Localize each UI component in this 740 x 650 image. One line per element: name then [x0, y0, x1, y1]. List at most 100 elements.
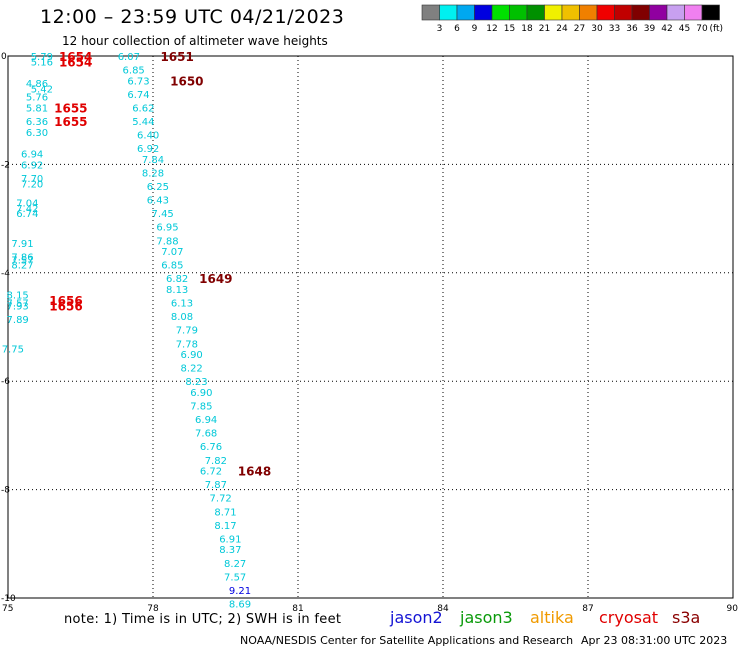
wave-height-point: 6.94: [21, 150, 43, 161]
wave-height-point: 7.84: [142, 155, 164, 166]
credit-text: NOAA/NESDIS Center for Satellite Applica…: [240, 634, 574, 647]
colorbar-swatch: [701, 4, 720, 21]
footer-note: note: 1) Time is in UTC; 2) SWH is in fe…: [64, 612, 342, 627]
x-tick-label: 87: [582, 604, 593, 614]
wave-height-point: 9.21: [229, 586, 251, 597]
pass-time-label: 1655: [54, 101, 87, 115]
wave-height-point: 5.44: [132, 117, 154, 128]
pass-time-label: 1648: [238, 465, 271, 479]
pass-time-label: 1654: [59, 55, 92, 69]
wave-height-point: 7.04: [16, 198, 38, 209]
wave-height-point: 7.68: [195, 429, 217, 440]
wave-height-point: 6.92: [137, 144, 159, 155]
wave-height-point: 8.22: [181, 364, 203, 375]
y-tick-label: -6: [1, 377, 10, 387]
wave-height-point: 8.71: [214, 507, 236, 518]
wave-height-point: 6.62: [132, 103, 154, 114]
wave-height-point: 6.85: [161, 261, 183, 272]
wave-height-point: 8.28: [142, 169, 164, 180]
pass-time-label: 1656: [49, 294, 82, 308]
satellite-label-jason2: jason2: [390, 608, 443, 627]
x-tick-label: 84: [437, 604, 449, 614]
y-tick-label: -8: [1, 486, 10, 496]
wave-height-point: 6.13: [171, 299, 193, 310]
wave-height-point: 6.43: [147, 196, 169, 207]
wave-height-point: 6.76: [200, 442, 222, 453]
x-tick-label: 75: [2, 604, 13, 614]
wave-height-point: 7.42: [16, 204, 38, 215]
wave-height-point: 6.74: [16, 209, 38, 220]
wave-height-point: 7.57: [11, 255, 33, 266]
chart-title: 12:00 – 23:59 UTC 04/21/2023: [40, 6, 345, 28]
satellite-label-cryosat: cryosat: [599, 608, 659, 627]
colorbar-label: 12: [486, 24, 497, 34]
colorbar-label: 39: [644, 24, 656, 34]
wave-height-point: 6.90: [181, 350, 203, 361]
wave-height-point: 7.57: [7, 299, 29, 310]
satellite-label-altika: altika: [530, 608, 574, 627]
pass-time-label: 1654: [59, 50, 92, 64]
wave-height-point: 8.69: [229, 599, 251, 610]
pass-time-label: 1651: [160, 50, 193, 64]
colorbar-label: 9: [472, 24, 478, 34]
y-tick-label: -4: [1, 269, 10, 279]
wave-height-point: 6.07: [118, 52, 140, 63]
data-marks: 5.795.164.865.425.765.816.366.306.946.92…: [2, 50, 272, 610]
wave-height-point: 6.30: [26, 128, 48, 139]
colorbar-label: 70: [696, 24, 708, 34]
grid-lines: [8, 56, 733, 598]
wave-height-point: 8.08: [171, 312, 193, 323]
colorbar-label: 15: [504, 24, 515, 34]
colorbar-label: 24: [556, 24, 568, 34]
y-tick-label: 0: [1, 52, 7, 62]
colorbar-swatch: [614, 4, 633, 21]
colorbar-swatch: [456, 4, 475, 21]
wave-height-point: 7.45: [152, 209, 174, 220]
wave-height-point: 5.79: [31, 52, 53, 63]
colorbar: 3 6 9 12 15 18 21 24 27 30 33 36 39 42 45 70 (ft): [421, 4, 723, 34]
colorbar-swatch: [631, 4, 650, 21]
axis-ticks: 75 78 81 84 87 90 0 -2 -4 -6 -8 -10: [1, 52, 738, 614]
wave-height-point: 6.91: [219, 534, 241, 545]
wave-height-point: 7.75: [2, 345, 24, 356]
colorbar-label: 33: [609, 24, 620, 34]
wave-height-point: 6.40: [137, 131, 159, 142]
colorbar-swatch: [421, 4, 440, 21]
colorbar-label: 3: [437, 24, 443, 34]
credit-date: Apr 23 08:31:00 UTC 2023: [581, 634, 728, 647]
x-tick-label: 90: [727, 604, 739, 614]
wave-height-point: 7.72: [210, 494, 232, 505]
colorbar-swatch: [561, 4, 580, 21]
colorbar-swatch: [509, 4, 528, 21]
y-tick-label: -10: [1, 594, 16, 604]
colorbar-label: 27: [574, 24, 585, 34]
wave-height-point: 6.72: [200, 467, 222, 478]
colorbar-swatch: [596, 4, 615, 21]
colorbar-swatch: [474, 4, 493, 21]
wave-height-point: 7.88: [156, 236, 178, 247]
wave-height-point: 7.07: [161, 247, 183, 258]
wave-height-point: 5.81: [26, 103, 48, 114]
wave-height-point: 8.27: [11, 261, 33, 272]
colorbar-swatch: [649, 4, 668, 21]
plot-frame: [7, 55, 734, 599]
colorbar-swatch: [526, 4, 545, 21]
colorbar-swatch: [491, 4, 510, 21]
wave-height-point: 7.86: [11, 253, 33, 264]
wave-height-point: 7.79: [176, 326, 198, 337]
wave-height-point: 6.95: [156, 223, 178, 234]
x-tick-label: 78: [147, 604, 159, 614]
colorbar-swatch: [439, 4, 458, 21]
wave-height-point: 7.70: [21, 174, 43, 185]
colorbar-swatch: [666, 4, 685, 21]
wave-height-point: 7.57: [224, 572, 246, 583]
chart-subtitle: 12 hour collection of altimeter wave hei…: [62, 34, 328, 48]
pass-time-label: 1649: [199, 272, 232, 286]
wave-height-point: 8.15: [7, 290, 29, 301]
pass-time-label: 1655: [54, 115, 87, 129]
wave-height-point: 5.76: [26, 93, 48, 104]
x-tick-label: 81: [292, 604, 303, 614]
colorbar-label: 45: [679, 24, 690, 34]
wave-height-point: 7.93: [7, 301, 29, 312]
